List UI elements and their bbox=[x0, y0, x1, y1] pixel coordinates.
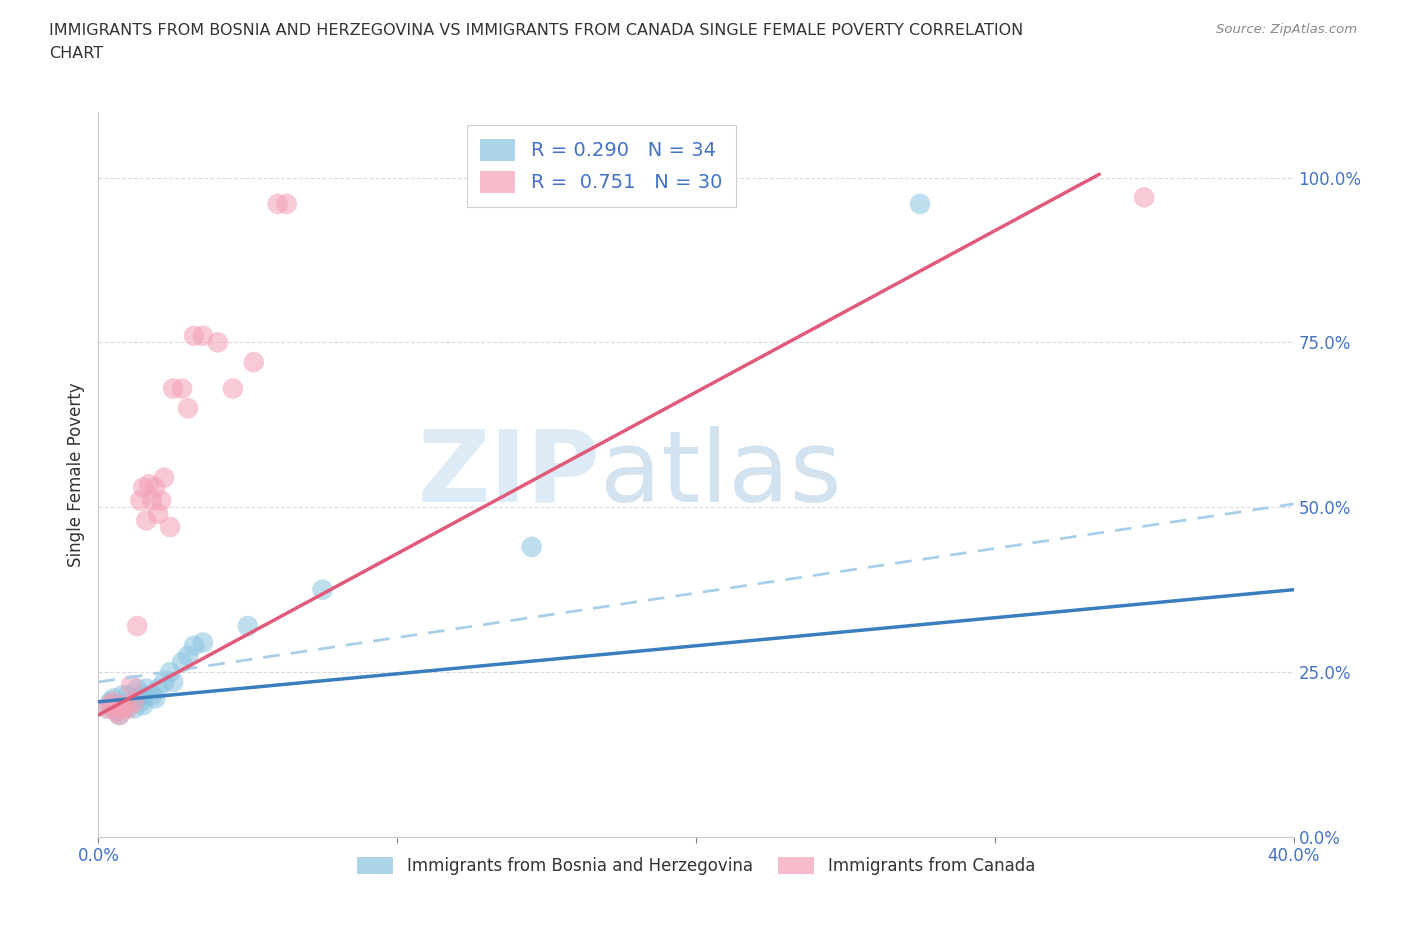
Point bbox=[138, 477, 160, 492]
Point bbox=[191, 635, 214, 650]
Text: CHART: CHART bbox=[49, 46, 103, 61]
Point bbox=[159, 520, 181, 535]
Point bbox=[172, 381, 194, 396]
Point bbox=[207, 335, 229, 350]
Point bbox=[117, 701, 139, 716]
Point bbox=[129, 695, 152, 710]
Y-axis label: Single Female Poverty: Single Female Poverty bbox=[66, 382, 84, 566]
Point bbox=[124, 701, 146, 716]
Point bbox=[129, 493, 152, 508]
Point bbox=[276, 196, 298, 211]
Point bbox=[108, 708, 131, 723]
Point bbox=[520, 539, 543, 554]
Point bbox=[1133, 190, 1156, 205]
Point bbox=[172, 655, 194, 670]
Point bbox=[153, 674, 176, 689]
Point bbox=[311, 582, 333, 597]
Point bbox=[96, 701, 118, 716]
Point bbox=[159, 665, 181, 680]
Point bbox=[135, 681, 157, 696]
Point bbox=[191, 328, 214, 343]
Point bbox=[124, 695, 146, 710]
Point bbox=[141, 493, 163, 508]
Point bbox=[114, 698, 136, 712]
Point bbox=[120, 695, 142, 710]
Point bbox=[236, 618, 259, 633]
Point bbox=[117, 688, 139, 703]
Point bbox=[127, 691, 149, 706]
Point bbox=[267, 196, 290, 211]
Point bbox=[908, 196, 931, 211]
Point bbox=[153, 471, 176, 485]
Point bbox=[103, 695, 125, 710]
Point bbox=[111, 688, 134, 703]
Point bbox=[114, 701, 136, 716]
Point bbox=[135, 513, 157, 528]
Point bbox=[183, 638, 205, 653]
Point bbox=[98, 698, 122, 712]
Point bbox=[150, 493, 173, 508]
Text: ZIP: ZIP bbox=[418, 426, 600, 523]
Point bbox=[148, 507, 170, 522]
Point bbox=[132, 480, 155, 495]
Text: atlas: atlas bbox=[600, 426, 842, 523]
Point bbox=[98, 695, 122, 710]
Point bbox=[96, 701, 118, 716]
Point bbox=[111, 701, 134, 716]
Point bbox=[103, 691, 125, 706]
Point bbox=[183, 328, 205, 343]
Point bbox=[105, 698, 128, 712]
Point bbox=[132, 698, 155, 712]
Point bbox=[132, 688, 155, 703]
Point bbox=[143, 480, 166, 495]
Point bbox=[111, 698, 134, 712]
Point bbox=[177, 648, 200, 663]
Point bbox=[127, 681, 149, 696]
Point bbox=[103, 698, 125, 712]
Point bbox=[108, 701, 131, 716]
Point bbox=[148, 681, 170, 696]
Point bbox=[120, 678, 142, 693]
Text: IMMIGRANTS FROM BOSNIA AND HERZEGOVINA VS IMMIGRANTS FROM CANADA SINGLE FEMALE P: IMMIGRANTS FROM BOSNIA AND HERZEGOVINA V… bbox=[49, 23, 1024, 38]
Point bbox=[177, 401, 200, 416]
Point bbox=[162, 674, 184, 689]
Point bbox=[222, 381, 245, 396]
Point bbox=[243, 354, 266, 369]
Point bbox=[117, 698, 139, 712]
Legend: Immigrants from Bosnia and Herzegovina, Immigrants from Canada: Immigrants from Bosnia and Herzegovina, … bbox=[349, 848, 1043, 884]
Text: Source: ZipAtlas.com: Source: ZipAtlas.com bbox=[1216, 23, 1357, 36]
Point bbox=[143, 691, 166, 706]
Point bbox=[162, 381, 184, 396]
Point bbox=[105, 704, 128, 719]
Point bbox=[127, 618, 149, 633]
Point bbox=[105, 704, 128, 719]
Point bbox=[141, 688, 163, 703]
Point bbox=[108, 708, 131, 723]
